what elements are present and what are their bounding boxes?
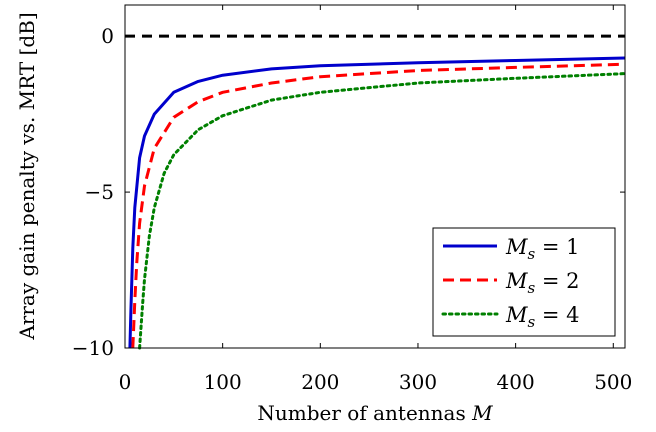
tick-layer: 0 100 200 300 400 500 −10 −5 0 xyxy=(72,5,632,394)
legend-label-1: Ms = 1 xyxy=(505,235,580,263)
legend: Ms = 1 Ms = 2 Ms = 4 xyxy=(432,227,616,337)
legend-label-3: Ms = 4 xyxy=(505,303,580,331)
series-line-1 xyxy=(128,56,626,349)
x-tick-label: 300 xyxy=(399,370,437,394)
x-tick-label: 500 xyxy=(594,370,632,394)
series-line-2 xyxy=(131,62,626,349)
x-axis-title: Number of antennas M xyxy=(257,401,493,425)
series-line-3 xyxy=(138,72,627,350)
legend-label-2: Ms = 2 xyxy=(505,269,580,297)
x-tick-label: 200 xyxy=(301,370,339,394)
y-axis-title: Array gain penalty vs. MRT [dB] xyxy=(15,12,39,340)
y-tick-label: −5 xyxy=(85,180,114,204)
y-tick-label: −10 xyxy=(72,336,114,360)
y-tick-label: 0 xyxy=(101,24,114,48)
x-tick-label: 400 xyxy=(497,370,535,394)
plot-frame xyxy=(124,4,626,349)
series-layer xyxy=(128,56,627,350)
x-tick-label: 100 xyxy=(204,370,242,394)
x-tick-label: 0 xyxy=(119,370,132,394)
